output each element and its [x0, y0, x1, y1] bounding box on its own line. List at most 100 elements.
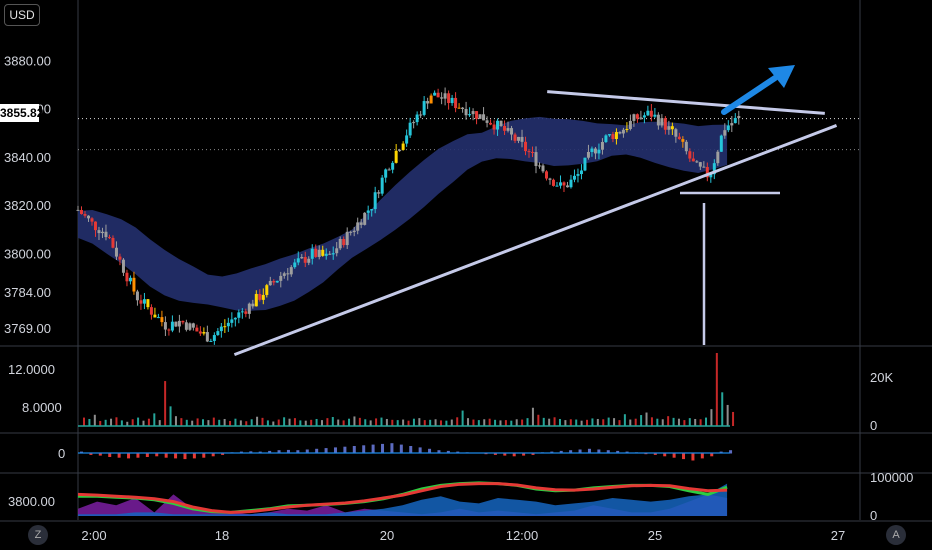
candle-body: [366, 210, 370, 213]
volume-bar: [672, 417, 675, 426]
volume-bar: [586, 419, 589, 426]
volume-bar: [650, 417, 653, 426]
candle-body: [202, 332, 206, 334]
volume-bar: [402, 419, 405, 426]
candle-body: [300, 257, 304, 259]
candle-body: [705, 167, 709, 178]
candle-body: [307, 258, 311, 263]
candle-body: [576, 174, 580, 176]
volume-bar: [461, 410, 464, 426]
candle-body: [569, 179, 573, 188]
candle-body: [642, 115, 646, 118]
volume-bar: [375, 418, 378, 426]
oscillator-bar: [221, 453, 225, 455]
oscillator-bar: [672, 453, 676, 458]
candle-body: [279, 275, 283, 281]
currency-button[interactable]: USD: [4, 4, 40, 26]
candle-body: [496, 120, 500, 130]
volume-bar: [618, 420, 621, 426]
candle-body: [733, 117, 737, 124]
volume-bar: [629, 419, 632, 426]
log-scale-button[interactable]: A: [886, 525, 906, 545]
volume-bar: [699, 419, 702, 426]
volume-bar: [575, 419, 578, 426]
volume-bar: [542, 417, 545, 426]
volume-bar: [158, 420, 161, 426]
time-tick-5: 27: [831, 528, 845, 543]
candle-body: [167, 329, 171, 331]
oscillator-bar: [333, 447, 337, 454]
candle-body: [618, 132, 622, 134]
volume-bar: [196, 418, 199, 426]
candle-body: [254, 293, 258, 307]
volume-bar: [261, 417, 264, 426]
oscillator-bar: [343, 446, 347, 454]
oscillator-bar: [512, 453, 516, 457]
volume-bar: [126, 421, 129, 426]
oscillator-bar: [324, 448, 328, 454]
volume-bar: [548, 418, 551, 426]
time-tick-2: 20: [380, 528, 394, 543]
indicator-blue-area: [78, 483, 728, 516]
auto-scale-button[interactable]: Z: [28, 525, 48, 545]
candle-body: [286, 273, 290, 275]
candle-body: [726, 125, 730, 131]
volume-bar: [358, 417, 361, 426]
candle-body: [146, 299, 150, 308]
candle-body: [544, 171, 548, 179]
candle-body: [548, 178, 552, 180]
volume-bar: [732, 411, 735, 426]
oscillator-bar: [117, 453, 121, 458]
volume-bar: [288, 418, 291, 426]
volume-bar: [472, 419, 475, 426]
candle-body: [471, 111, 475, 115]
volume-bar: [283, 417, 286, 426]
volume-bar: [185, 419, 188, 426]
candle-body: [551, 179, 555, 186]
candle-body: [614, 132, 618, 140]
oscillator-bar: [559, 450, 563, 454]
candle-body: [170, 321, 174, 331]
oscillator-bar: [710, 453, 714, 457]
volume-bar: [688, 418, 691, 426]
candle-body: [656, 114, 660, 126]
candle-body: [698, 162, 702, 167]
volume-bar: [526, 418, 529, 426]
volume-bar: [331, 417, 334, 426]
candle-body: [572, 175, 576, 180]
volume-bar: [310, 419, 313, 426]
volume-bar: [645, 412, 648, 426]
volume-bar: [99, 420, 102, 426]
candle-body: [513, 134, 517, 141]
candle-body: [181, 320, 185, 323]
candle-body: [712, 163, 716, 175]
candle-body: [611, 134, 615, 140]
oscillator-bar: [691, 453, 695, 461]
candle-body: [433, 92, 437, 96]
oscillator-bar: [503, 453, 507, 456]
candle-body: [415, 114, 419, 123]
candle-body: [209, 340, 213, 342]
candle-body: [86, 215, 90, 219]
candle-body: [310, 248, 314, 259]
candle-body: [590, 148, 594, 152]
time-tick-0: 2:00: [81, 528, 106, 543]
candle-body: [384, 169, 388, 178]
candle-body: [499, 120, 503, 126]
candle-body: [335, 248, 339, 254]
candle-body: [408, 122, 412, 136]
candle-body: [93, 221, 97, 231]
candle-body: [597, 149, 601, 154]
price-tick-5: 3784.00: [4, 285, 51, 300]
candle-body: [398, 149, 402, 151]
oscillator-bar: [606, 450, 610, 454]
volume-right-tick-0: 20K: [870, 370, 893, 385]
candle-body: [628, 120, 632, 129]
candle-body: [478, 114, 482, 119]
candle-body: [272, 280, 276, 283]
candle-body: [237, 312, 241, 318]
oscillator-bar: [268, 450, 272, 454]
oscillator-bar: [145, 453, 149, 457]
volume-bar: [726, 404, 729, 426]
